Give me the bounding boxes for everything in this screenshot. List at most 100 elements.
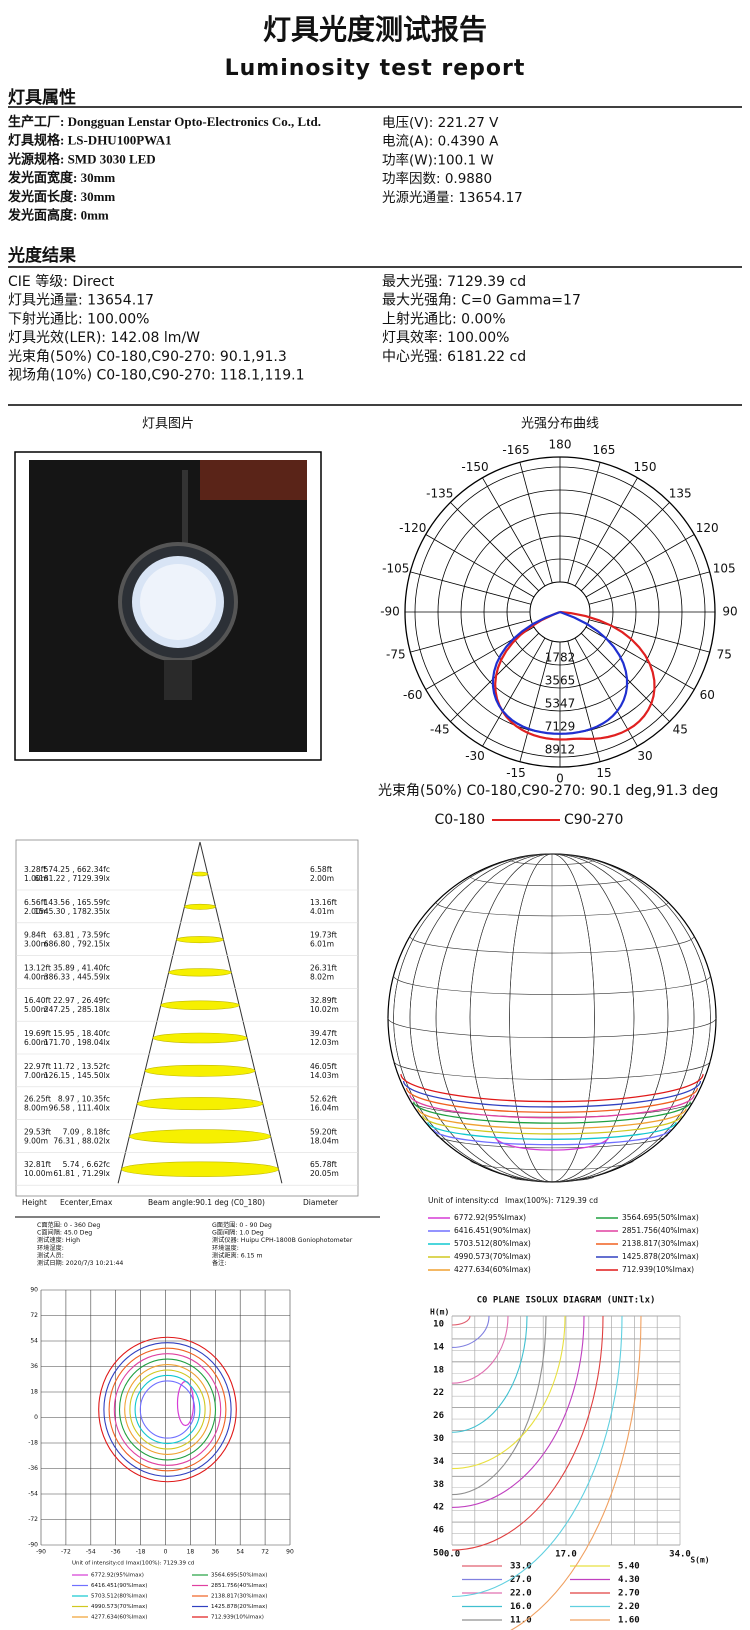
polar-spoke xyxy=(519,462,553,584)
polar-spoke xyxy=(425,534,535,598)
polar-spoke xyxy=(567,640,601,762)
polar-angle-label: 75 xyxy=(717,648,732,662)
polar-angle-label: 45 xyxy=(673,723,688,737)
cone-height: 1.00m xyxy=(24,874,48,883)
sphere-meridian xyxy=(393,853,711,1183)
y-tick-label: -54 xyxy=(28,1491,38,1498)
attribute-line: 功率(W):100.1 W xyxy=(382,151,494,168)
cone-illuminance: 126.15 , 145.50lx xyxy=(44,1071,111,1080)
legend-label: 2138.817(30%Imax) xyxy=(622,1239,699,1248)
cone-illuminance: 8.97 , 10.35fc xyxy=(58,1095,110,1104)
isolux-curve xyxy=(451,1315,528,1433)
sphere-parallel xyxy=(393,975,711,995)
section-heading: 光度结果 xyxy=(7,245,76,266)
sphere-isoline xyxy=(433,1129,671,1146)
cone-illuminance: 7.09 , 8.18fc xyxy=(63,1127,110,1136)
polar-spoke xyxy=(574,477,638,587)
sphere-parallel xyxy=(509,859,595,865)
test-info: 环境温度: xyxy=(212,1244,239,1252)
legend-label: 4.30 xyxy=(618,1575,640,1585)
cone-spot xyxy=(184,903,216,910)
isocandela-contour xyxy=(108,1347,227,1472)
x-tick-label: 0 xyxy=(164,1549,168,1556)
legend-label: 6772.92(95%Imax) xyxy=(454,1213,526,1222)
legend-label: 5703.512(80%Imax) xyxy=(91,1594,147,1600)
result-line: 灯具效率: 100.00% xyxy=(382,329,509,346)
polar-spoke xyxy=(450,632,540,722)
x-tick-label: -18 xyxy=(136,1549,146,1556)
legend-unit: Unit of intensity:cd xyxy=(72,1561,124,1567)
polar-legend-label: C90-270 xyxy=(564,812,623,828)
legend-label: 33.0 xyxy=(510,1562,532,1572)
legend-label: 6416.451(90%Imax) xyxy=(454,1226,531,1235)
attribute-line: 生产工厂: Dongguan Lenstar Opto-Electronics … xyxy=(8,114,321,129)
cone-illuminance: 76.31 , 88.02lx xyxy=(53,1136,110,1145)
isolux-curve xyxy=(451,1315,623,1598)
polar-angle-label: -30 xyxy=(465,749,485,763)
cone-diameter: 4.01m xyxy=(310,907,334,916)
legend-label: 2851.756(40%Imax) xyxy=(622,1226,699,1235)
x-tick-label: 90 xyxy=(286,1549,294,1556)
result-line: 最大光强: 7129.39 cd xyxy=(382,274,526,290)
polar-spoke xyxy=(410,619,532,653)
cone-illuminance: 1545.30 , 1782.35lx xyxy=(34,907,110,916)
test-info: G面范围: 0 - 90 Deg xyxy=(212,1221,272,1229)
polar-angle-label: -120 xyxy=(399,521,426,535)
polar-angle-label: -105 xyxy=(382,561,409,575)
legend-label: 4990.573(70%Imax) xyxy=(91,1604,147,1610)
cone-height: 3.28ft xyxy=(24,865,46,874)
legend-label: 6416.451(90%Imax) xyxy=(91,1583,147,1589)
cone-height: 5.00m xyxy=(24,1005,48,1014)
isolux-axis-label: S(m) xyxy=(690,1556,709,1565)
legend-label: 2851.756(40%Imax) xyxy=(211,1583,267,1589)
cone-height: 19.69ft xyxy=(24,1029,51,1038)
isocandela-contour xyxy=(134,1374,201,1445)
polar-angle-label: 30 xyxy=(637,749,652,763)
cone-illuminance: 22.97 , 26.49fc xyxy=(53,996,110,1005)
cone-frame xyxy=(15,839,359,1197)
cone-diameter: 18.04m xyxy=(310,1136,339,1145)
sphere-isoline xyxy=(402,1080,702,1108)
cone-illuminance: 35.89 , 41.40fc xyxy=(53,963,110,972)
cone-height: 16.40ft xyxy=(24,996,51,1005)
y-tick-label: 54 xyxy=(30,1338,38,1345)
cone-spot xyxy=(160,1000,240,1010)
legend-label: 2138.817(30%Imax) xyxy=(211,1594,267,1600)
test-info: 测试日期: 2020/7/3 10:21:44 xyxy=(37,1259,123,1267)
cone-diameter: 6.58ft xyxy=(310,865,332,874)
cone-illuminance: 386.33 , 445.59lx xyxy=(44,972,111,981)
cone-diameter: 26.31ft xyxy=(310,963,337,972)
legend-label: 16.0 xyxy=(510,1602,532,1612)
photo-title: 灯具图片 xyxy=(142,417,194,432)
photo-lamp-core xyxy=(140,564,216,640)
sphere-parallel xyxy=(469,1159,635,1171)
attribute-line: 发光面长度: 30mm xyxy=(7,189,115,204)
result-line: 视场角(10%) C0-180,C90-270: 118.1,119.1 xyxy=(8,368,305,384)
attribute-line: 光源规格: SMD 3030 LED xyxy=(7,151,156,166)
cone-height: 9.00m xyxy=(24,1136,48,1145)
cone-spot xyxy=(168,968,232,977)
legend-label: 27.0 xyxy=(510,1575,532,1585)
cone-edge xyxy=(199,841,283,1184)
polar-angle-label: 135 xyxy=(669,486,692,500)
x-tick-label: 34.0 xyxy=(669,1550,691,1560)
isocandela-contour xyxy=(113,1353,222,1466)
legend-label: 1.60 xyxy=(618,1616,640,1626)
y-tick-label: 36 xyxy=(30,1363,38,1370)
legend-label: 2.20 xyxy=(618,1602,640,1612)
legend-label: 22.0 xyxy=(510,1589,532,1599)
legend-label: 3564.695(50%Imax) xyxy=(211,1573,267,1579)
test-info: 测试人员: xyxy=(37,1251,64,1259)
cone-diameter: 8.02m xyxy=(310,972,334,981)
cone-illuminance: 6181.22 , 7129.39lx xyxy=(34,874,110,883)
sphere-parallel xyxy=(435,1133,669,1149)
polar-angle-label: -150 xyxy=(461,460,488,474)
polar-title: 光强分布曲线 xyxy=(521,417,599,432)
cone-edge xyxy=(117,841,201,1184)
cone-diameter: 19.73ft xyxy=(310,931,337,940)
isocandela-contour xyxy=(103,1342,232,1477)
y-tick-label: 50 xyxy=(433,1549,444,1559)
cone-illuminance: 171.70 , 198.04lx xyxy=(44,1038,111,1047)
attribute-line: 电流(A): 0.4390 A xyxy=(382,134,499,150)
